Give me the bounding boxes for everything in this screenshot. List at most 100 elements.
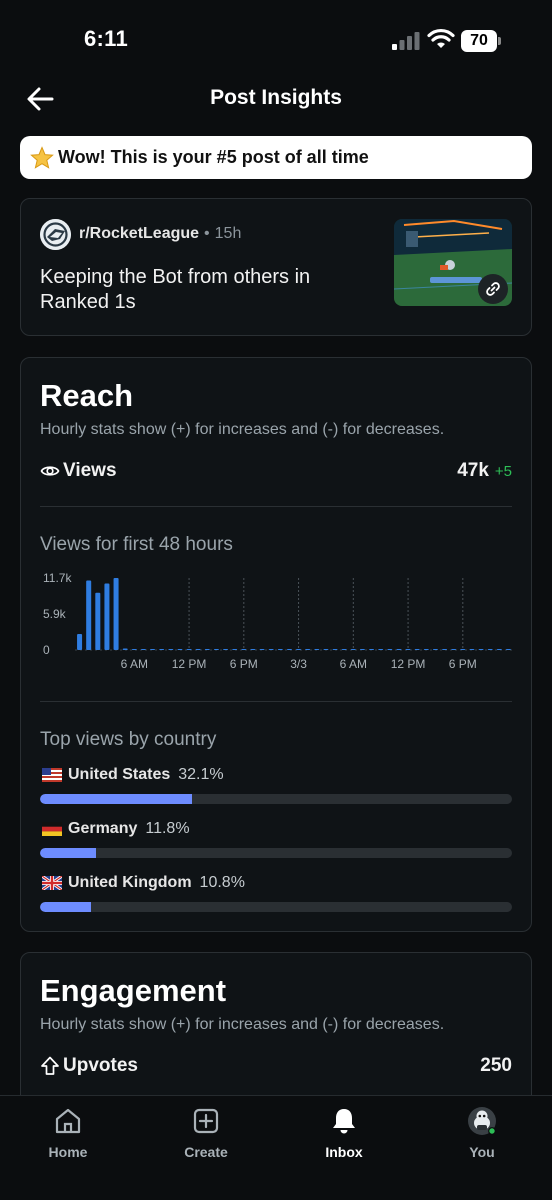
header: Post Insights — [0, 76, 552, 122]
y-tick-label: 0 — [43, 643, 50, 657]
chart-bar — [204, 649, 210, 650]
x-tick-label: 6 PM — [449, 657, 477, 671]
chart-bar — [396, 649, 402, 650]
post-age: 15h — [214, 225, 242, 242]
views-value: 47k — [457, 460, 489, 481]
upvotes-label: Upvotes — [63, 1055, 138, 1076]
nav-home-label: Home — [48, 1144, 88, 1160]
chart-bar — [341, 649, 347, 650]
subreddit-name[interactable]: r/RocketLeague — [79, 225, 200, 242]
chart-bar — [77, 634, 83, 650]
chart-bar — [232, 649, 238, 650]
chart-bar — [423, 649, 429, 650]
bottom-nav: Home Create Inbox You — [0, 1095, 552, 1200]
country-row: Germany 11.8% — [40, 820, 512, 864]
chart-bar — [168, 649, 174, 650]
nav-home[interactable]: Home — [18, 1106, 118, 1166]
x-tick-label: 12 PM — [391, 657, 426, 671]
engagement-subtitle: Hourly stats show (+) for increases and … — [40, 1016, 445, 1033]
views-value-group: 47k +5 — [457, 460, 512, 482]
us-flag-icon — [42, 768, 62, 782]
rocket-league-logo-icon — [40, 219, 71, 250]
chart-bar — [469, 649, 475, 650]
banner-text: Wow! This is your #5 post of all time — [58, 147, 369, 167]
country-bar-fill — [40, 902, 91, 912]
chart-bar — [223, 649, 229, 650]
post-card[interactable]: r/RocketLeague • 15h Keeping the Bot from … — [20, 198, 532, 336]
germany-flag-icon — [42, 822, 62, 836]
back-arrow-icon[interactable] — [24, 82, 58, 116]
chart-bar — [378, 649, 384, 650]
country-name: Germany — [68, 820, 138, 837]
post-meta: r/RocketLeague • 15h — [79, 225, 241, 243]
chart-bar — [350, 649, 356, 650]
chart-bar — [442, 649, 448, 650]
chart-bar — [296, 649, 302, 650]
chart-bar — [332, 649, 338, 650]
country-bar-track — [40, 848, 512, 858]
chart-bar — [213, 649, 219, 650]
chart-bar — [259, 649, 265, 650]
country-label: United Kingdom 10.8% — [68, 874, 245, 892]
post-thumbnail[interactable] — [394, 219, 512, 306]
chart-bar — [241, 649, 247, 650]
countries-title: Top views by country — [40, 729, 217, 750]
engagement-title: Engagement — [40, 973, 227, 1008]
nav-create-label: Create — [184, 1144, 228, 1160]
country-pct: 32.1% — [178, 766, 224, 783]
chart-bar — [177, 649, 183, 650]
upvote-icon — [41, 1056, 59, 1075]
nav-create[interactable]: Create — [156, 1106, 256, 1166]
chart-bar — [387, 649, 393, 650]
x-tick-label: 6 PM — [230, 657, 258, 671]
chart-bar — [140, 649, 146, 650]
wifi-icon — [427, 28, 455, 48]
nav-inbox[interactable]: Inbox — [294, 1106, 394, 1166]
user-avatar-icon — [468, 1107, 496, 1135]
chart-bar — [104, 583, 110, 650]
uk-flag-icon — [42, 876, 62, 890]
nav-you-label: You — [469, 1144, 495, 1160]
chart-title: Views for first 48 hours — [40, 534, 233, 555]
country-bar-track — [40, 794, 512, 804]
subreddit-avatar[interactable] — [40, 219, 71, 250]
x-tick-label: 6 AM — [340, 657, 367, 671]
country-label: United States 32.1% — [68, 766, 224, 784]
nav-you[interactable]: You — [432, 1106, 532, 1166]
x-tick-label: 12 PM — [172, 657, 207, 671]
views-chart: 11.7k 5.9k 0 6 AM 12 PM 6 PM 3/3 6 AM 12 PM 6 PM — [43, 571, 513, 671]
chart-bar — [95, 592, 101, 650]
copy-link-button[interactable] — [478, 274, 508, 304]
chart-bar — [478, 649, 484, 650]
country-name: United Kingdom — [68, 874, 192, 891]
reach-subtitle: Hourly stats show (+) for increases and … — [40, 421, 445, 438]
divider — [40, 701, 512, 702]
chart-bar — [131, 649, 137, 650]
chart-bar — [86, 580, 92, 650]
country-row: United Kingdom 10.8% — [40, 874, 512, 918]
reach-card: Reach Hourly stats show (+) for increase… — [20, 357, 532, 932]
chart-bar — [414, 649, 420, 650]
country-pct: 11.8% — [145, 820, 190, 837]
chart-bar — [405, 649, 411, 650]
chart-bar — [323, 649, 329, 650]
chart-bar — [451, 649, 457, 650]
post-title[interactable]: Keeping the Bot from others in Ranked 1s — [40, 266, 311, 313]
chart-bar — [250, 649, 256, 650]
views-row: Views 47k +5 — [40, 458, 512, 484]
chart-bar — [359, 649, 365, 650]
divider — [40, 506, 512, 507]
battery-level: 70 — [461, 30, 497, 52]
upvotes-value: 250 — [480, 1055, 512, 1076]
chart-bar — [314, 649, 320, 650]
reach-title: Reach — [40, 378, 134, 413]
chart-bar — [369, 649, 375, 650]
chart-bar — [432, 649, 438, 650]
chart-bar — [505, 649, 511, 650]
chart-bar — [113, 578, 119, 650]
chart-bar — [305, 649, 311, 650]
page-title: Post Insights — [210, 86, 342, 109]
upvotes-row: Upvotes 250 — [40, 1053, 512, 1079]
meta-separator: • — [204, 225, 210, 242]
star-icon — [30, 145, 54, 169]
